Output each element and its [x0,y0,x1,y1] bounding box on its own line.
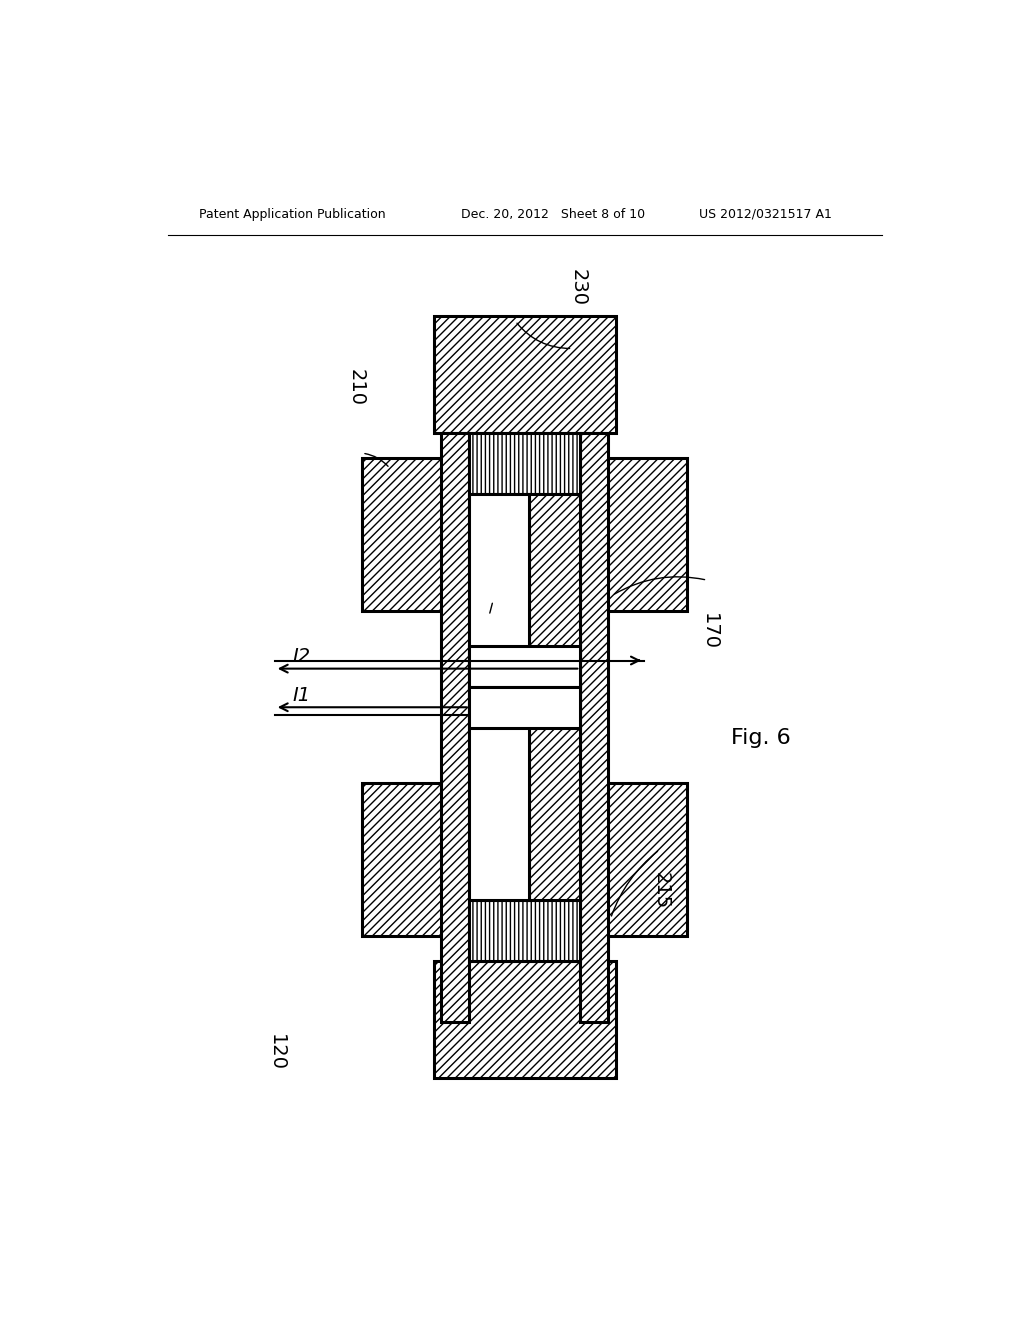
Text: 230: 230 [568,269,588,306]
Text: I2: I2 [293,647,310,665]
Text: 180: 180 [514,748,551,767]
Bar [469,494,528,900]
Text: Fig. 6: Fig. 6 [731,727,791,747]
Bar [581,433,608,1022]
Bar [362,784,469,936]
Bar [581,458,687,611]
Text: I1: I1 [293,685,310,705]
Text: US 2012/0321517 A1: US 2012/0321517 A1 [699,207,833,220]
Text: Patent Application Publication: Patent Application Publication [200,207,386,220]
Bar [581,784,687,936]
Bar [433,315,616,433]
Text: 160: 160 [485,566,522,585]
Text: 210: 210 [346,368,366,405]
Bar [469,686,581,727]
Bar [469,433,581,494]
Bar [469,900,581,961]
Text: Dec. 20, 2012   Sheet 8 of 10: Dec. 20, 2012 Sheet 8 of 10 [461,207,645,220]
Bar [433,961,616,1078]
Bar [528,494,581,900]
Text: 120: 120 [267,1035,286,1072]
Bar [469,647,581,686]
Text: 170: 170 [699,612,719,649]
Bar [362,458,469,611]
Text: 215: 215 [652,871,671,909]
Bar [441,433,469,1022]
